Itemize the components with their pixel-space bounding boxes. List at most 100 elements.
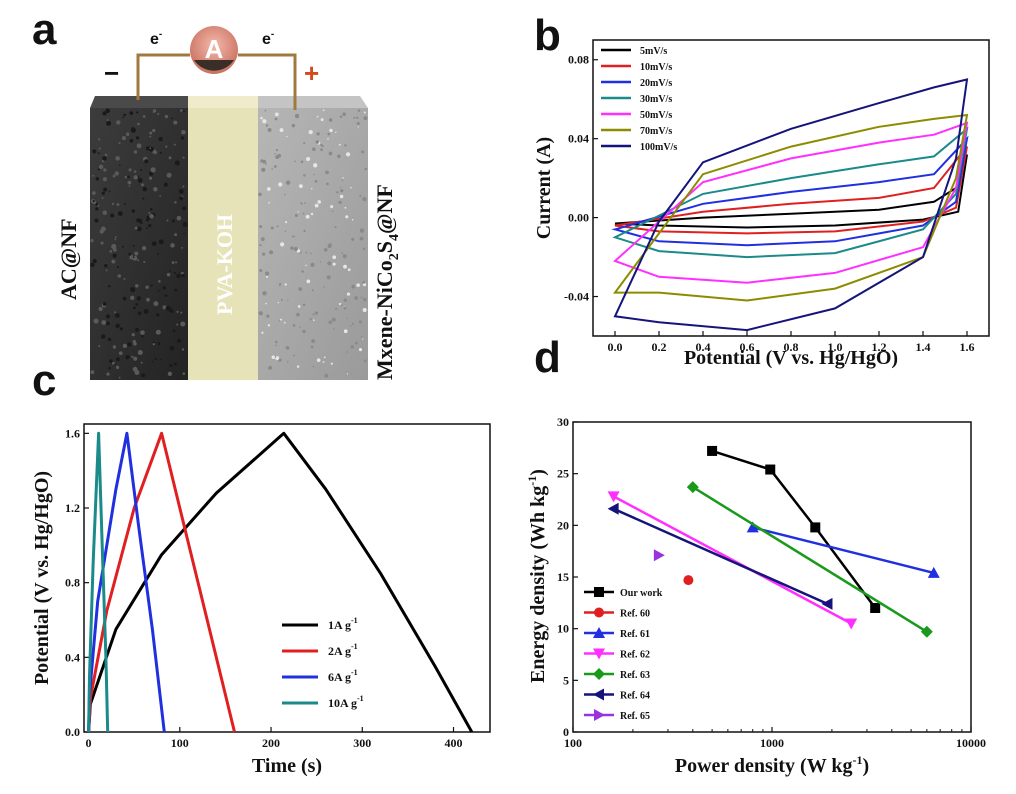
texture-dot: [159, 151, 162, 154]
texture-dot: [323, 356, 326, 359]
texture-dot: [104, 153, 108, 157]
texture-dot: [99, 229, 104, 234]
texture-dot: [102, 177, 107, 182]
x-tick-label: 0.4: [696, 340, 711, 354]
y-tick-label: 1.6: [65, 426, 80, 440]
texture-dot: [92, 259, 97, 264]
marker-triangle-left: [593, 688, 604, 701]
texture-dot: [345, 215, 349, 219]
texture-dot: [132, 244, 135, 247]
texture-dot: [106, 119, 109, 121]
texture-dot: [265, 275, 269, 278]
texture-dot: [165, 305, 171, 311]
texture-dot: [114, 311, 117, 314]
texture-dot: [124, 202, 127, 205]
panel-label-b: b: [534, 11, 561, 60]
texture-dot: [133, 356, 138, 361]
texture-dot: [105, 108, 111, 114]
texture-dot: [117, 211, 123, 216]
y-tick-label: 0.08: [568, 53, 589, 67]
texture-dot: [148, 171, 154, 176]
texture-dot: [274, 340, 278, 344]
x-axis-label: Power density (W kg-1): [675, 753, 869, 777]
texture-dot: [169, 270, 171, 272]
texture-dot: [265, 124, 269, 127]
texture-dot: [268, 201, 270, 204]
texture-dot: [118, 376, 121, 379]
texture-dot: [95, 207, 99, 211]
texture-dot: [108, 190, 111, 193]
texture-dot: [302, 303, 306, 307]
legend-label: 30mV/s: [640, 94, 672, 105]
legend-superscript: -1: [351, 642, 358, 651]
legend-label: Ref. 61: [620, 629, 650, 640]
texture-dot: [302, 329, 306, 334]
texture-dot: [145, 285, 149, 289]
texture-dot: [290, 246, 294, 250]
texture-dot: [128, 185, 131, 187]
texture-dot: [101, 320, 107, 325]
texture-dot: [181, 247, 184, 249]
texture-dot: [112, 345, 117, 349]
texture-dot: [305, 214, 310, 219]
texture-dot: [140, 330, 145, 335]
y-tick-label: 30: [557, 415, 569, 429]
marker-square: [594, 587, 604, 597]
texture-dot: [270, 226, 274, 230]
texture-dot: [338, 302, 342, 306]
texture-dot: [150, 284, 154, 287]
y-tick-label: 0: [563, 725, 569, 739]
x-tick-label: 100: [171, 736, 189, 750]
texture-dot: [343, 264, 347, 269]
texture-dot: [165, 294, 168, 297]
texture-dot: [116, 120, 121, 125]
texture-dot: [296, 365, 300, 368]
texture-dot: [157, 252, 160, 255]
texture-dot: [331, 317, 336, 322]
texture-dot: [302, 212, 305, 215]
texture-dot: [151, 241, 157, 247]
electrolyte-layer: [188, 108, 258, 380]
texture-dot: [130, 287, 136, 293]
ammeter-shade: [194, 60, 234, 71]
texture-dot: [130, 295, 135, 301]
ragone-line: [692, 486, 928, 633]
texture-dot: [140, 361, 143, 364]
texture-dot: [344, 206, 347, 209]
texture-dot: [118, 351, 123, 356]
texture-dot: [328, 151, 333, 156]
texture-dot: [331, 210, 334, 212]
marker-triangle-up: [746, 521, 759, 533]
texture-dot: [170, 243, 175, 248]
marker-triangle-down: [845, 618, 858, 630]
cv-curve: [614, 154, 968, 229]
y-axis-label-sup: -1: [525, 476, 539, 486]
texture-dot: [305, 264, 307, 267]
texture-dot: [315, 140, 320, 144]
marker-square: [707, 445, 718, 456]
texture-dot: [275, 149, 279, 152]
texture-dot: [174, 288, 178, 292]
texture-dot: [330, 205, 334, 209]
texture-dot: [264, 109, 267, 112]
texture-dot: [323, 248, 328, 252]
marker-triangle-down: [593, 648, 605, 660]
texture-dot: [111, 361, 115, 365]
texture-dot: [133, 150, 138, 154]
texture-dot: [152, 343, 155, 346]
texture-dot: [128, 252, 132, 256]
texture-dot: [123, 277, 126, 280]
texture-dot: [157, 112, 160, 115]
texture-dot: [280, 242, 285, 247]
texture-dot: [258, 311, 263, 316]
texture-dot: [112, 253, 117, 258]
texture-dot: [134, 251, 139, 256]
texture-dot: [283, 193, 286, 196]
texture-dot: [265, 302, 267, 305]
texture-dot: [146, 297, 150, 302]
texture-dot: [357, 109, 361, 112]
electron-left-label: e-: [150, 29, 162, 48]
texture-dot: [182, 156, 185, 159]
texture-dot: [351, 218, 354, 221]
texture-dot: [339, 194, 344, 199]
